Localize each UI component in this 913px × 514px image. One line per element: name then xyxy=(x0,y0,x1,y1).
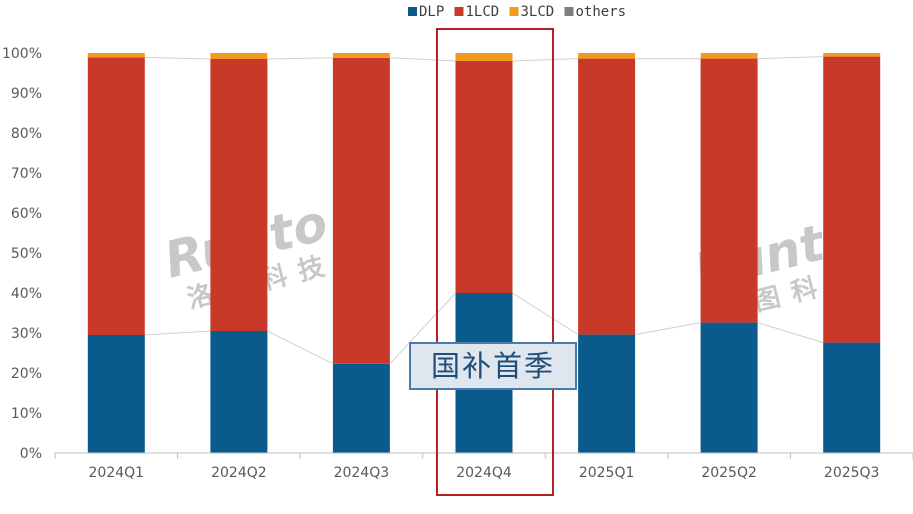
bar-3lcd-2025q3 xyxy=(823,53,881,57)
x-tick-label: 2025Q1 xyxy=(579,465,635,481)
series-line-dlp xyxy=(389,292,456,365)
series-line-dlp xyxy=(512,292,579,336)
bar-1lcd-2025q3 xyxy=(823,56,881,343)
y-tick-label: 0% xyxy=(20,446,42,462)
bar-1lcd-2025q1 xyxy=(578,58,636,335)
y-tick-label: 10% xyxy=(11,406,42,422)
y-tick-label: 100% xyxy=(2,46,42,62)
y-tick-label: 30% xyxy=(11,326,42,342)
x-tick-label: 2024Q4 xyxy=(456,465,512,481)
legend-swatch-dlp xyxy=(408,7,417,16)
legend-label-others: others xyxy=(576,4,627,20)
legend-label-3lcd: 3LCD xyxy=(521,4,555,20)
bar-dlp-2024q3 xyxy=(332,363,390,453)
y-tick-label: 80% xyxy=(11,126,42,142)
legend: DLP 1LCD 3LCD others xyxy=(408,4,626,20)
y-tick-label: 40% xyxy=(11,286,42,302)
series-line-1lcd xyxy=(512,58,579,62)
series-line-dlp xyxy=(635,322,701,336)
legend-label-dlp: DLP xyxy=(419,4,444,20)
y-tick-label: 90% xyxy=(11,86,42,102)
bar-3lcd-2024q2 xyxy=(210,53,268,59)
bar-1lcd-2025q2 xyxy=(700,58,758,323)
legend-swatch-others xyxy=(564,7,574,16)
legend-label-1lcd: 1LCD xyxy=(466,4,500,20)
series-line-1lcd xyxy=(144,56,211,60)
series-line-1lcd xyxy=(757,56,824,60)
legend-swatch-3lcd xyxy=(509,7,519,16)
bar-dlp-2024q2 xyxy=(210,331,268,453)
bar-dlp-2025q1 xyxy=(578,334,636,453)
y-tick-label: 70% xyxy=(11,166,42,182)
trend-lines xyxy=(144,56,824,365)
bar-1lcd-2024q3 xyxy=(332,57,390,364)
bar-1lcd-2024q2 xyxy=(210,59,268,331)
x-tick-label: 2024Q2 xyxy=(211,465,267,481)
y-tick-label: 60% xyxy=(11,206,42,222)
x-tick-label: 2025Q2 xyxy=(701,465,757,481)
x-tick-label: 2024Q1 xyxy=(89,465,145,481)
y-tick-label: 50% xyxy=(11,246,42,262)
series-line-dlp xyxy=(757,322,824,344)
y-tick-label: 20% xyxy=(11,366,42,382)
series-line-1lcd xyxy=(389,57,456,62)
bar-3lcd-2024q1 xyxy=(87,53,145,58)
bar-1lcd-2024q1 xyxy=(87,57,145,336)
axes: 0% 10% 20% 30% 40% 50% 60% 70% 80% 90% 100% 2024Q1 2… xyxy=(2,46,913,481)
bar-dlp-2025q3 xyxy=(823,342,881,453)
series-line-dlp xyxy=(267,330,334,365)
bars xyxy=(87,53,881,453)
legend-swatch-1lcd xyxy=(454,7,464,16)
x-tick-label: 2025Q3 xyxy=(824,465,880,481)
bar-dlp-2024q1 xyxy=(87,335,145,453)
bar-3lcd-2024q4 xyxy=(455,53,513,61)
bar-3lcd-2024q3 xyxy=(332,53,390,58)
series-line-dlp xyxy=(144,330,211,336)
bar-1lcd-2024q4 xyxy=(455,61,513,293)
bar-3lcd-2025q2 xyxy=(700,53,758,59)
bar-dlp-2025q2 xyxy=(700,322,758,453)
x-tick-label: 2024Q3 xyxy=(334,465,390,481)
bar-3lcd-2025q1 xyxy=(578,53,636,59)
annotation-callout: 国补首季 xyxy=(409,342,577,390)
series-line-1lcd xyxy=(267,57,333,60)
